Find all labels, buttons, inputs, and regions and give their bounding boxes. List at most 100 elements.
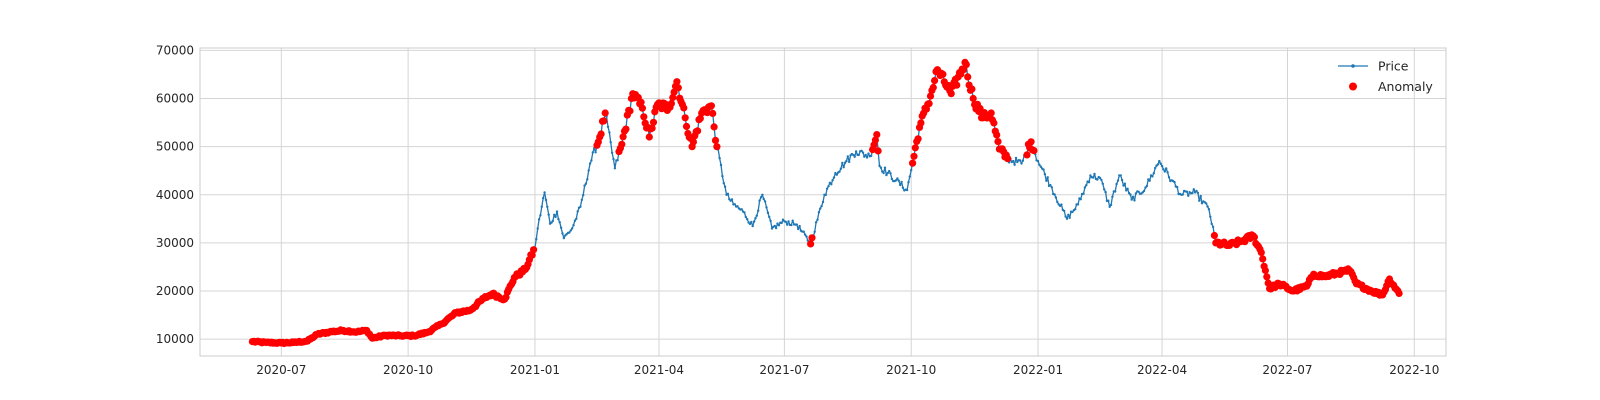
price-point	[1125, 189, 1128, 192]
price-point	[861, 151, 865, 154]
price-point	[835, 173, 838, 176]
price-point	[558, 221, 561, 224]
price-point	[786, 223, 789, 226]
price-point	[758, 199, 761, 202]
plot-frame	[199, 47, 1447, 357]
anomaly-point	[637, 98, 645, 106]
price-point	[573, 219, 577, 222]
price-point	[776, 222, 779, 225]
price-point	[1129, 193, 1132, 196]
price-point	[1083, 186, 1087, 189]
price-point	[769, 219, 772, 223]
price-point	[1211, 225, 1215, 229]
price-point	[570, 227, 574, 230]
price-point	[551, 219, 554, 223]
price-point	[1018, 159, 1022, 162]
price-point	[1210, 222, 1213, 226]
anomaly-point	[871, 136, 880, 144]
price-point	[790, 223, 793, 227]
price-point	[721, 174, 724, 178]
price-point	[885, 173, 888, 177]
price-point	[816, 218, 819, 221]
price-point	[813, 230, 816, 233]
price-point	[754, 217, 757, 220]
price-point	[1101, 182, 1105, 185]
price-point	[1120, 178, 1124, 182]
price-point	[766, 211, 770, 214]
price-point	[550, 221, 553, 224]
price-point	[773, 224, 776, 228]
price-point	[576, 210, 579, 213]
price-point	[728, 198, 731, 201]
price-point	[1107, 199, 1110, 202]
anomaly-point	[696, 114, 704, 122]
price-point	[1156, 163, 1160, 166]
price-point	[586, 178, 589, 181]
price-point	[774, 226, 778, 230]
price-point	[1144, 186, 1147, 189]
legend: Price Anomaly	[1338, 59, 1433, 94]
price-point	[1196, 191, 1200, 195]
legend-price-marker	[1351, 64, 1355, 68]
anomaly-point	[709, 109, 717, 117]
anomaly-point	[622, 125, 630, 133]
price-point	[553, 213, 556, 216]
price-point	[761, 193, 764, 196]
anomaly-point	[1261, 266, 1269, 275]
anomaly-point	[618, 140, 626, 148]
anomaly-point	[953, 81, 961, 89]
anomaly-point	[640, 113, 648, 121]
price-point	[1206, 205, 1209, 208]
price-point	[546, 205, 549, 208]
price-point	[1145, 184, 1149, 188]
price-point	[1056, 200, 1059, 204]
price-point	[1063, 209, 1066, 213]
anomaly-point	[1263, 273, 1271, 281]
price-point	[843, 161, 847, 164]
x-axis-ticks: 2020-07 2020-10 2021-01 2021-04 2021-07 2021-…	[256, 363, 1439, 377]
anomaly-point	[914, 135, 922, 143]
anomaly-point	[600, 117, 608, 125]
price-point	[1100, 178, 1103, 182]
price-point	[910, 168, 913, 172]
price-point	[1054, 196, 1058, 199]
anomaly-point	[1257, 248, 1265, 257]
price-point	[569, 229, 572, 232]
price-point	[846, 155, 849, 158]
price-point	[588, 162, 592, 165]
price-point	[1085, 184, 1088, 187]
price-point	[1082, 192, 1085, 195]
price-point	[1119, 174, 1122, 177]
anomaly-point	[874, 147, 882, 155]
anomaly-point	[619, 133, 627, 141]
price-point	[736, 205, 739, 208]
price-point	[897, 179, 900, 182]
anomaly-point	[911, 144, 919, 152]
price-point	[608, 131, 611, 134]
price-point	[1043, 173, 1047, 176]
price-point	[890, 177, 894, 181]
price-point	[1098, 176, 1102, 180]
price-point	[1187, 194, 1190, 197]
price-point	[1173, 180, 1176, 184]
price-point	[830, 183, 833, 186]
anomaly-point	[939, 70, 947, 78]
x-tick-label: 2022-07	[1262, 363, 1312, 377]
anomaly-point	[710, 123, 718, 131]
price-point	[1159, 162, 1162, 165]
anomaly-point	[530, 246, 538, 254]
price-point	[1071, 210, 1074, 214]
price-point	[896, 177, 899, 180]
price-point	[743, 211, 746, 214]
price-point	[832, 176, 836, 179]
price-point	[889, 172, 892, 175]
price-point	[827, 185, 830, 188]
price-point	[860, 149, 863, 152]
anomaly-point	[601, 109, 609, 117]
legend-anomaly-label: Anomaly	[1378, 79, 1433, 94]
price-point	[1046, 176, 1049, 179]
price-point	[1137, 190, 1140, 193]
price-point	[762, 197, 765, 201]
price-point	[580, 198, 583, 202]
